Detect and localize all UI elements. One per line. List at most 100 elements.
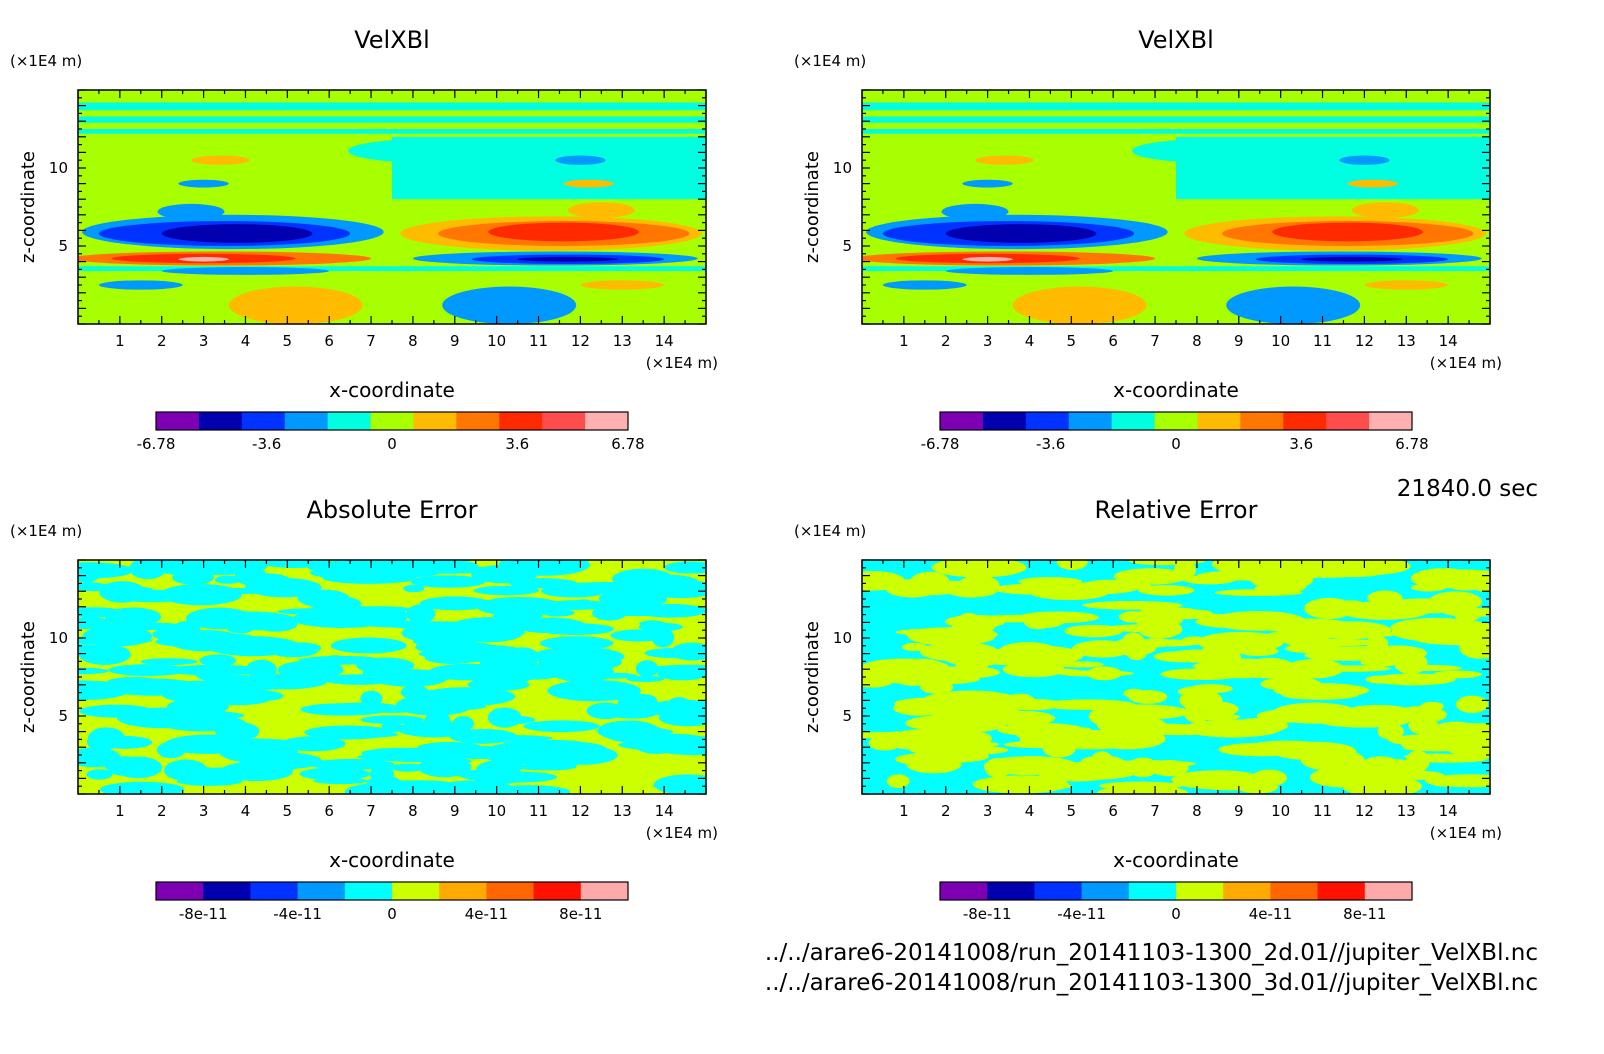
- colorbar-frame: [155, 881, 629, 901]
- field-contour: [1012, 286, 1147, 324]
- error-blob: [330, 656, 357, 664]
- colorbar-swatch: [1223, 882, 1271, 900]
- colorbar-swatch: [1369, 412, 1413, 430]
- y-unit-label: (×1E4 m): [794, 522, 866, 540]
- x-axis-label: x-coordinate: [1113, 848, 1239, 872]
- error-blob: [1188, 576, 1214, 584]
- error-blob: [670, 642, 706, 661]
- error-blob: [638, 622, 683, 632]
- contour-field: [862, 560, 1490, 794]
- field-band: [862, 116, 1490, 123]
- field-contour: [517, 256, 619, 262]
- x-tick-label: 7: [366, 802, 376, 820]
- chart-title: VelXBl: [354, 26, 430, 54]
- x-tick-label: 3: [983, 332, 993, 350]
- error-blob: [78, 644, 108, 653]
- error-blob: [1372, 673, 1456, 686]
- error-blob: [618, 739, 706, 751]
- x-tick-label: 13: [1397, 802, 1416, 820]
- error-blob: [1212, 560, 1291, 575]
- error-blob: [1171, 609, 1213, 617]
- error-blob: [993, 583, 1079, 595]
- error-blob: [360, 690, 383, 707]
- colorbar-swatch: [439, 882, 487, 900]
- colorbar-tick-label: -6.78: [137, 435, 176, 453]
- field-band: [78, 129, 706, 134]
- error-blob: [104, 679, 197, 696]
- colorbar-swatch: [413, 412, 457, 430]
- colorbar-swatch: [198, 412, 243, 430]
- contour-field: [78, 560, 706, 794]
- error-blob: [635, 660, 659, 678]
- x-tick-label: 8: [1192, 332, 1202, 350]
- field-contour: [1347, 179, 1398, 188]
- x-tick-label: 14: [655, 332, 674, 350]
- error-blob: [1082, 600, 1183, 610]
- error-blob: [1433, 670, 1482, 679]
- error-blob: [1432, 727, 1490, 747]
- error-blob: [410, 575, 486, 588]
- error-blob: [360, 715, 424, 725]
- error-blob: [1365, 675, 1395, 684]
- error-blob: [1006, 693, 1035, 709]
- colorbar-swatch: [1025, 412, 1070, 430]
- field-contour: [1339, 155, 1390, 165]
- colorbar-tick-label: 4e-11: [465, 905, 508, 923]
- error-blob: [415, 639, 473, 654]
- error-blob: [326, 702, 400, 713]
- error-blob: [1149, 760, 1189, 777]
- x-tick-label: 12: [571, 332, 590, 350]
- colorbar-frame: [939, 881, 1413, 901]
- colorbar-swatch: [1176, 882, 1224, 900]
- x-tick-label: 7: [366, 332, 376, 350]
- error-blob: [1160, 668, 1244, 681]
- colorbar-tick-label: -8e-11: [179, 905, 228, 923]
- x-tick-label: 2: [157, 802, 167, 820]
- field-contour: [178, 179, 229, 188]
- y-tick-label: 10: [833, 629, 852, 647]
- error-blob: [428, 663, 507, 681]
- error-blob: [99, 581, 146, 603]
- colorbar-swatch: [156, 882, 204, 900]
- y-tick-label: 10: [833, 159, 852, 177]
- error-blob: [309, 758, 395, 770]
- field-contour: [178, 256, 229, 262]
- y-axis-label: z-coordinate: [802, 621, 823, 733]
- error-blob: [389, 763, 427, 772]
- field-contour: [1364, 280, 1449, 290]
- x-tick-label: 9: [450, 802, 460, 820]
- error-blob: [1456, 695, 1489, 714]
- error-blob: [957, 575, 1000, 597]
- field-contour: [157, 203, 225, 220]
- error-blob: [247, 578, 322, 598]
- error-blob: [225, 621, 255, 634]
- error-blob: [198, 739, 279, 747]
- x-tick-label: 7: [1150, 802, 1160, 820]
- colorbar-swatch: [940, 882, 988, 900]
- colorbar-tick-label: 8e-11: [1343, 905, 1386, 923]
- error-blob: [953, 706, 1027, 726]
- error-blob: [280, 736, 346, 752]
- x-tick-label: 6: [324, 332, 334, 350]
- error-blob: [166, 698, 229, 716]
- error-blob: [100, 781, 185, 794]
- error-blob: [79, 704, 154, 718]
- error-blob: [1398, 619, 1490, 639]
- colorbar-swatch: [542, 412, 586, 430]
- error-blob: [432, 745, 526, 759]
- error-blob: [1363, 756, 1399, 772]
- error-blob: [1113, 568, 1189, 585]
- error-blob: [1211, 611, 1305, 631]
- error-blob: [140, 658, 198, 665]
- contour-field: [862, 90, 1490, 324]
- error-blob: [418, 687, 516, 707]
- y-tick-label: 10: [49, 159, 68, 177]
- x-tick-label: 6: [1108, 332, 1118, 350]
- x-unit-label: (×1E4 m): [1430, 824, 1502, 842]
- chart-title: VelXBl: [1138, 26, 1214, 54]
- x-tick-label: 1: [115, 332, 125, 350]
- error-blob: [459, 768, 529, 782]
- field-contour: [488, 222, 640, 242]
- field-contour: [228, 286, 363, 324]
